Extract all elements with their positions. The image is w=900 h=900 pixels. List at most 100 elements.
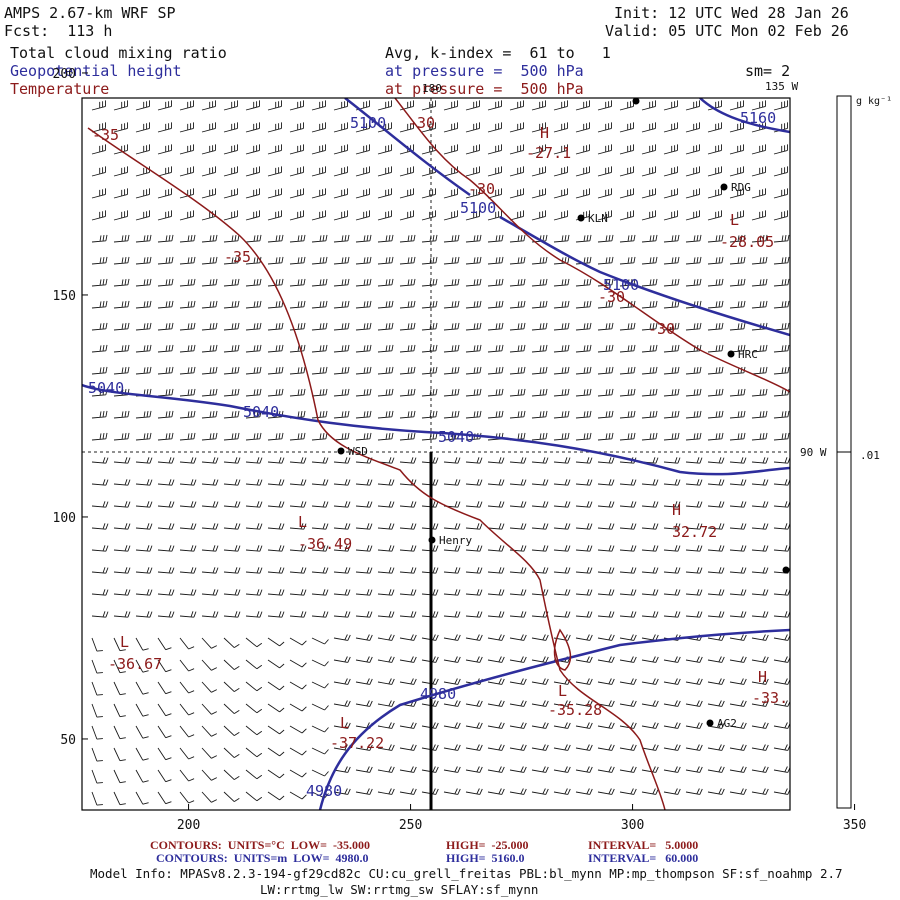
wind-barb [465, 144, 480, 155]
wind-barb [333, 100, 348, 111]
wind-barb [267, 344, 284, 353]
wind-barb [597, 523, 615, 530]
wind-barb [707, 567, 725, 574]
wind-barb [729, 234, 746, 243]
wind-barb [135, 188, 150, 199]
wind-barb [355, 410, 372, 419]
wind-barb [421, 322, 438, 331]
height-contour-info: CONTOURS: UNITS=m LOW= 4980.0 [156, 851, 369, 865]
wind-barb [707, 188, 722, 199]
wind-barb [179, 166, 194, 177]
wind-barb [355, 656, 373, 663]
wind-barb [311, 234, 328, 243]
wind-barb [509, 344, 526, 353]
wind-barb [399, 210, 414, 221]
wind-barb [113, 791, 126, 806]
wind-barb [223, 479, 241, 486]
wind-barb [157, 234, 174, 243]
wind-barb [333, 501, 351, 508]
height-label: 5040 [438, 428, 474, 446]
wind-barb [377, 410, 394, 419]
wind-barb [135, 410, 152, 419]
wind-barb [509, 410, 526, 419]
wind-barb [465, 589, 483, 596]
wind-barb [311, 659, 329, 667]
wind-barb [245, 501, 263, 508]
wind-barb [597, 457, 615, 464]
wind-barb [773, 144, 788, 155]
wind-barb [641, 479, 659, 486]
wind-barb [465, 234, 482, 243]
lon-label-90w: 90 W [800, 446, 827, 459]
wind-barb [619, 122, 634, 133]
station-marker [577, 214, 585, 222]
wind-barb [487, 567, 505, 574]
wind-barb [685, 457, 703, 464]
wind-barb [619, 545, 637, 552]
wind-barb [663, 545, 681, 552]
wind-barb [465, 256, 482, 265]
wind-barb [157, 637, 172, 651]
wind-barb [575, 410, 592, 419]
wind-barb [641, 788, 659, 795]
wind-barb [201, 545, 219, 552]
wind-barb [421, 344, 438, 353]
wind-barb [641, 344, 658, 353]
wind-barb [553, 210, 568, 221]
wind-barb [465, 366, 482, 375]
wind-barb [685, 788, 703, 795]
wind-barb [333, 166, 348, 177]
wind-barb [751, 100, 766, 111]
wind-barb [575, 479, 593, 486]
station-marker [706, 719, 714, 727]
wind-barb [135, 769, 149, 783]
wind-barb [311, 725, 329, 733]
wind-barb [575, 678, 593, 685]
wind-barb [531, 234, 548, 243]
wind-barb [421, 722, 439, 729]
wind-barb [663, 188, 678, 199]
wind-barb [421, 634, 439, 641]
height-contour-high: HIGH= 5160.0 [446, 851, 525, 865]
wind-barb [201, 523, 219, 530]
wind-barb [465, 188, 480, 199]
wind-barb [597, 788, 615, 795]
wind-barb [113, 611, 131, 618]
wind-barb [157, 322, 174, 331]
wind-barb [509, 479, 527, 486]
temperature-contour-high: HIGH= -25.000 [446, 838, 529, 852]
wind-barb [509, 256, 526, 265]
wind-barb [443, 144, 458, 155]
wind-barb [179, 589, 197, 596]
wind-barb [201, 366, 218, 375]
wind-barb [113, 725, 126, 740]
x-axis-ticks: 200250300350400450 [177, 804, 866, 833]
wind-barb [377, 501, 395, 508]
wind-barb [355, 479, 373, 486]
wind-barb [575, 611, 593, 618]
wind-barb [377, 144, 392, 155]
wind-barb [267, 388, 284, 397]
wind-barb [531, 611, 549, 618]
wind-barb [465, 410, 482, 419]
wind-barb [377, 700, 395, 707]
height-label: 5040 [88, 379, 124, 397]
wind-barb [641, 678, 659, 685]
wind-barb [597, 634, 615, 641]
station-marker [720, 183, 728, 191]
wind-barb [289, 791, 307, 800]
wind-barb [157, 278, 174, 287]
wind-barb [311, 122, 326, 133]
wind-barb [223, 681, 240, 692]
wind-barb [289, 210, 304, 221]
wind-barb [597, 166, 612, 177]
wind-barb [531, 766, 549, 773]
temperature-pressure-level: at pressure = 500 hPa [385, 80, 584, 98]
wind-barb [355, 144, 370, 155]
wind-barb [311, 432, 328, 441]
wind-barb [465, 479, 483, 486]
wind-barb [465, 611, 483, 618]
wind-barb [289, 457, 307, 464]
wind-barb [443, 234, 460, 243]
wind-barb [707, 501, 725, 508]
